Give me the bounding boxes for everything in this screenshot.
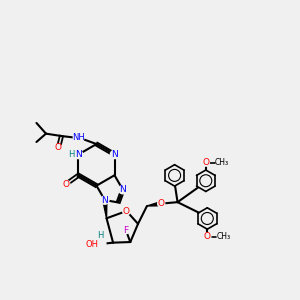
Text: H: H xyxy=(98,231,104,240)
Circle shape xyxy=(94,238,106,250)
Circle shape xyxy=(204,233,211,240)
Text: F: F xyxy=(123,226,128,235)
Circle shape xyxy=(122,226,129,234)
Text: H: H xyxy=(68,150,75,159)
Circle shape xyxy=(202,159,209,166)
Circle shape xyxy=(110,150,119,159)
Polygon shape xyxy=(103,200,107,218)
Text: O: O xyxy=(158,199,165,208)
Circle shape xyxy=(101,196,109,204)
Text: NH: NH xyxy=(72,133,85,142)
Text: O: O xyxy=(202,158,209,167)
Circle shape xyxy=(55,144,62,152)
Text: N: N xyxy=(75,150,82,159)
Text: N: N xyxy=(101,196,108,205)
Text: O: O xyxy=(123,206,130,215)
Text: N: N xyxy=(111,150,118,159)
Text: CH₃: CH₃ xyxy=(217,232,231,241)
Text: N: N xyxy=(119,185,126,194)
Circle shape xyxy=(73,132,84,143)
Circle shape xyxy=(119,185,127,194)
Text: OH: OH xyxy=(85,240,98,249)
Text: O: O xyxy=(204,232,211,241)
Text: O: O xyxy=(62,180,70,189)
Polygon shape xyxy=(147,202,162,206)
Text: O: O xyxy=(55,143,62,152)
Text: CH₃: CH₃ xyxy=(215,158,229,167)
Circle shape xyxy=(158,200,165,207)
Circle shape xyxy=(123,207,130,215)
Circle shape xyxy=(62,180,70,188)
Circle shape xyxy=(74,150,83,159)
